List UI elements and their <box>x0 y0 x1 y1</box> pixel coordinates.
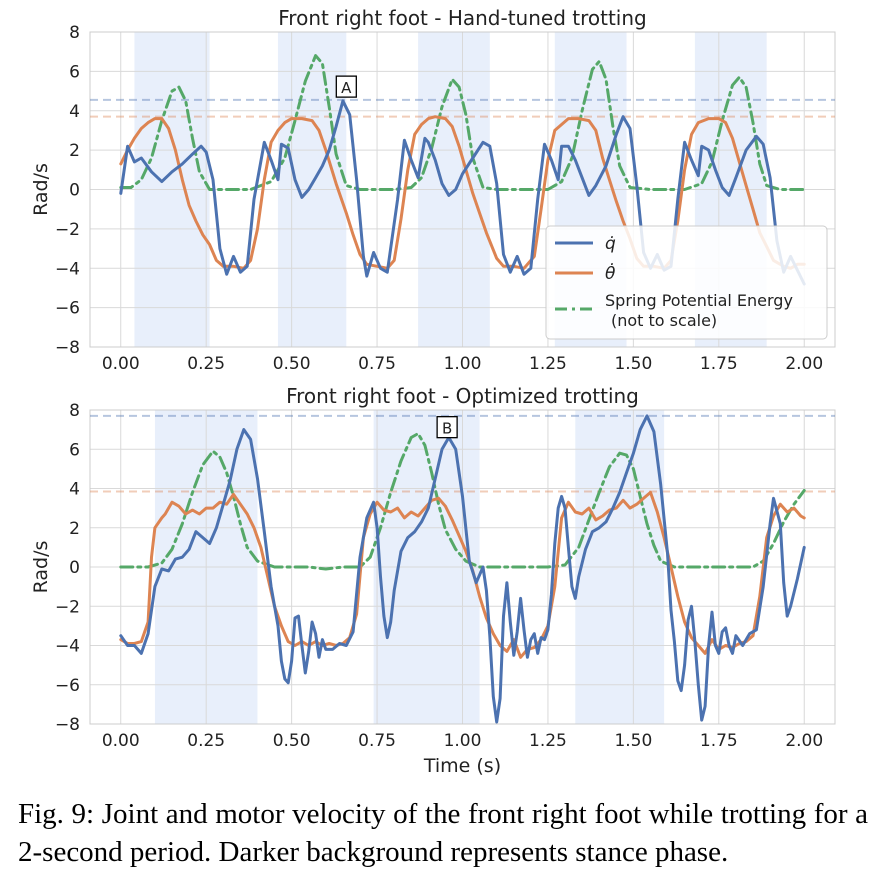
y-axis-label: Rad/s <box>30 163 52 216</box>
y-tick-label: 6 <box>69 440 80 460</box>
series-line-qdot <box>119 414 806 724</box>
x-tick-label: 1.25 <box>529 731 567 751</box>
x-tick-label: 1.50 <box>614 731 652 751</box>
x-tick-label: 1.00 <box>444 731 482 751</box>
figure-caption: Fig. 9: Joint and motor velocity of the … <box>18 798 868 868</box>
series-line-spring <box>119 432 806 571</box>
x-axis-label: Time (s) <box>423 755 501 777</box>
x-tick-label: 0.75 <box>358 731 396 751</box>
y-tick-label: 8 <box>69 401 80 421</box>
x-tick-label: 0.25 <box>187 731 225 751</box>
chart-title: Front right foot - Hand-tuned trotting <box>278 6 647 30</box>
x-tick-label: 2.00 <box>785 731 823 751</box>
series-group <box>119 54 806 286</box>
y-tick-label: −2 <box>55 597 80 617</box>
legend-label-sub: (not to scale) <box>611 311 717 330</box>
x-tick-label: 1.75 <box>700 354 738 374</box>
x-tick-label: 0.00 <box>102 354 140 374</box>
trotting-velocity-figure: 0.00 0.25 0.50 0.75 1.00 1.25 1.50 1.75 2.00 8 6 4 2… <box>30 6 836 777</box>
plot-frame <box>89 31 836 348</box>
hand-tuned-trotting-panel: 0.00 0.25 0.50 0.75 1.00 1.25 1.50 1.75 2.00 8 6 4 2… <box>30 6 836 374</box>
y-tick-label: −2 <box>55 220 80 240</box>
y-tick-label: −4 <box>55 259 80 279</box>
annotation-label: A <box>341 79 352 97</box>
series-line-qdot <box>119 99 806 286</box>
y-tick-label: −8 <box>55 338 80 358</box>
y-tick-label: −8 <box>55 715 80 735</box>
x-tick-label: 2.00 <box>785 354 823 374</box>
x-tick-label: 0.50 <box>273 354 311 374</box>
legend-label: Spring Potential Energy <box>605 291 793 310</box>
y-tick-label: −6 <box>55 299 80 319</box>
plot-frame <box>89 409 836 725</box>
legend-box <box>545 225 828 340</box>
x-tick-label: 0.00 <box>102 731 140 751</box>
legend-label: q̇ <box>605 234 616 254</box>
y-tick-label: 2 <box>69 519 80 539</box>
series-group <box>119 414 806 724</box>
series-line-spring <box>119 54 806 191</box>
y-tick-label: 0 <box>69 558 80 578</box>
optimized-trotting-panel: 0.00 0.25 0.50 0.75 1.00 1.25 1.50 1.75 2.00 8 6 4 2… <box>30 384 836 777</box>
y-tick-label: −6 <box>55 676 80 696</box>
legend: q̇ θ̇ Spring Potential Energy(not to scale… <box>545 225 828 340</box>
y-tick-label: 4 <box>69 102 80 122</box>
x-tick-label: 0.25 <box>187 354 225 374</box>
x-tick-label: 1.00 <box>444 354 482 374</box>
annotation-box <box>335 75 357 98</box>
x-tick-label: 1.25 <box>529 354 567 374</box>
y-tick-label: 4 <box>69 480 80 500</box>
annotation-label: B <box>442 420 452 438</box>
y-tick-label: −4 <box>55 637 80 657</box>
x-tick-label: 1.50 <box>614 354 652 374</box>
series-line-thetadot <box>119 490 806 659</box>
y-tick-label: 8 <box>69 23 80 43</box>
legend-label: θ̇ <box>605 261 616 284</box>
x-tick-label: 0.75 <box>358 354 396 374</box>
x-tick-label: 1.75 <box>700 731 738 751</box>
y-axis-label: Rad/s <box>30 541 52 594</box>
annotation-box <box>436 416 458 439</box>
y-tick-label: 2 <box>69 141 80 161</box>
chart-title: Front right foot - Optimized trotting <box>286 384 639 408</box>
y-tick-label: 6 <box>69 62 80 82</box>
y-tick-label: 0 <box>69 181 80 201</box>
x-tick-label: 0.50 <box>273 731 311 751</box>
